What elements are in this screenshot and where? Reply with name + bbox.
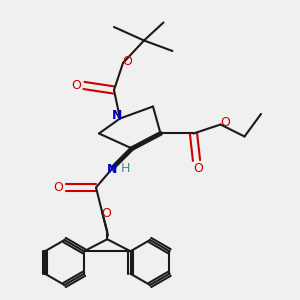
Text: O: O <box>102 207 111 220</box>
Text: O: O <box>72 79 81 92</box>
Text: N: N <box>112 109 122 122</box>
Text: O: O <box>193 161 203 175</box>
Text: H: H <box>121 161 130 175</box>
Text: O: O <box>54 181 63 194</box>
Text: N: N <box>107 163 118 176</box>
Text: O: O <box>220 116 230 130</box>
Text: O: O <box>123 55 132 68</box>
